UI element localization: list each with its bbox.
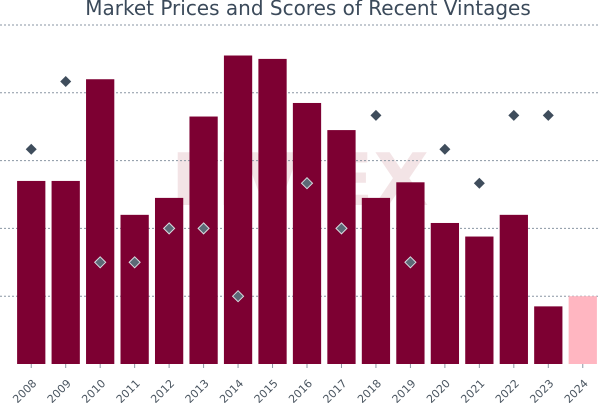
x-tick-label-2017: 2017	[321, 377, 350, 403]
score-point-2009	[60, 76, 72, 87]
x-tick-label-2008: 2008	[10, 377, 39, 403]
bar-2014	[223, 55, 253, 364]
x-tick-label-2011: 2011	[114, 377, 143, 403]
score-point-2017	[335, 222, 348, 235]
bar-2010	[86, 79, 115, 365]
bar-2022	[499, 214, 528, 364]
score-point-2022	[508, 109, 520, 121]
bar-2009	[51, 180, 80, 364]
score-point-2019	[404, 256, 417, 269]
score-point-2011	[128, 256, 141, 269]
score-series	[25, 76, 554, 303]
x-tick-label-2018: 2018	[355, 377, 384, 403]
bar-2023	[534, 306, 563, 364]
bar-2013	[189, 116, 218, 364]
bar-2020	[430, 222, 460, 364]
x-tick-label-2024: 2024	[562, 377, 591, 403]
x-tick-label-2022: 2022	[493, 377, 522, 403]
bar-2018	[361, 197, 391, 364]
x-tick-label-2023: 2023	[527, 377, 556, 403]
bar-2016	[292, 102, 322, 364]
score-point-2021	[473, 177, 485, 189]
x-tick-label-2014: 2014	[217, 377, 246, 403]
bar-2015	[258, 58, 287, 365]
bar-2017	[327, 130, 356, 364]
bar-2011	[120, 214, 149, 364]
x-tick-label-2020: 2020	[424, 377, 453, 403]
x-tick-label-2009: 2009	[45, 377, 74, 403]
x-tick-label-2019: 2019	[390, 377, 419, 403]
score-point-2012	[162, 222, 176, 235]
x-tick-label-2021: 2021	[458, 377, 487, 403]
score-point-2020	[439, 143, 451, 155]
score-point-2018	[370, 109, 382, 121]
score-point-2008	[25, 143, 37, 155]
x-axis-ticks: 2008 2009 2010 2011 2012 2013 2014 2015 2016 2017…	[10, 364, 591, 403]
x-tick-label-2015: 2015	[252, 377, 281, 403]
bar-2024	[568, 296, 597, 364]
bar-2019	[396, 182, 425, 364]
score-point-2023	[542, 109, 554, 121]
score-point-2010	[93, 256, 107, 269]
chart-title: Market Prices and Scores of Recent Vinta…	[85, 0, 531, 20]
score-point-2013	[197, 222, 210, 235]
bar-series	[17, 55, 597, 365]
score-point-2016	[300, 176, 314, 190]
bar-2008	[17, 180, 46, 364]
x-tick-label-2013: 2013	[183, 377, 212, 403]
x-tick-label-2016: 2016	[286, 377, 315, 403]
x-tick-label-2010: 2010	[79, 377, 108, 403]
bar-2021	[465, 236, 494, 364]
x-tick-label-2012: 2012	[148, 377, 177, 403]
score-point-2014	[231, 289, 245, 303]
